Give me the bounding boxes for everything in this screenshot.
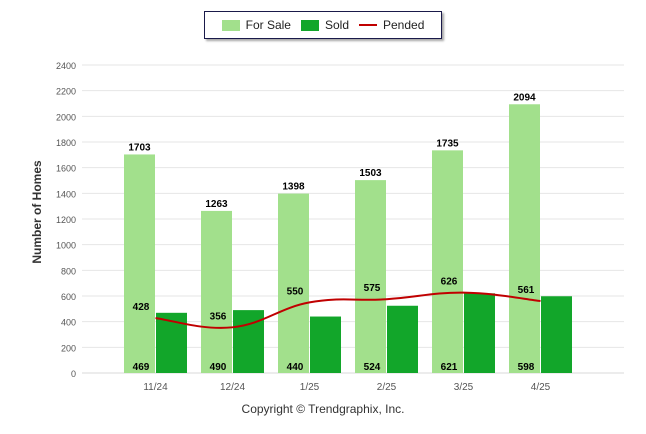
y-tick-label: 200 [61, 343, 76, 353]
y-tick-label: 1800 [56, 138, 76, 148]
legend-label-sold: Sold [324, 18, 349, 32]
x-tick-label: 12/24 [220, 382, 245, 393]
y-tick-label: 400 [61, 318, 76, 328]
label-for-sale: 1263 [205, 199, 228, 210]
label-for-sale: 1735 [436, 138, 459, 149]
copyright-text: Copyright © Trendgraphix, Inc. [241, 402, 405, 416]
bar-sold [387, 305, 418, 373]
x-tick-label: 3/25 [454, 382, 474, 393]
label-sold: 469 [133, 362, 150, 373]
legend-label-for-sale: For Sale [245, 18, 291, 32]
label-pended: 550 [287, 286, 304, 297]
label-pended: 626 [441, 277, 458, 288]
x-tick-label: 4/25 [531, 382, 551, 393]
bar-for-sale [432, 150, 463, 373]
for-sale-swatch [221, 19, 240, 31]
y-tick-label: 800 [61, 266, 76, 276]
bar-sold [233, 310, 264, 373]
y-tick-label: 600 [61, 292, 76, 302]
legend: For Sale Sold Pended [204, 11, 442, 39]
bar-for-sale [201, 210, 232, 373]
x-tick-label: 2/25 [377, 382, 397, 393]
bar-sold [541, 296, 572, 373]
pended-swatch [359, 24, 377, 26]
label-pended: 575 [364, 283, 381, 294]
x-tick-label: 1/25 [300, 382, 320, 393]
bar-for-sale [509, 104, 540, 374]
label-sold: 490 [210, 362, 227, 373]
y-axis-title: Number of Homes [30, 160, 44, 264]
y-tick-label: 1000 [56, 241, 76, 251]
label-sold: 598 [518, 362, 535, 373]
label-for-sale: 1703 [128, 142, 151, 153]
y-tick-label: 0 [71, 369, 76, 379]
bar-sold [310, 316, 341, 373]
pended-line-group [155, 291, 541, 329]
bar-sold [464, 293, 495, 373]
legend-label-pended: Pended [383, 18, 425, 32]
label-pended: 561 [518, 285, 535, 296]
bars [124, 104, 572, 374]
bar-for-sale [124, 154, 155, 373]
label-for-sale: 1398 [282, 182, 305, 193]
y-tick-label: 1400 [56, 189, 76, 199]
label-pended: 428 [133, 302, 150, 313]
pended-line [155, 291, 541, 329]
label-for-sale: 1503 [359, 168, 382, 179]
x-axis-ticks: 11/24 12/24 1/25 2/25 3/25 4/25 [143, 382, 550, 393]
data-labels: 1703 469 428 1263 490 356 1398 440 550 1503 524 575… [128, 92, 536, 373]
x-tick-label: 11/24 [143, 382, 168, 393]
legend-item-for-sale[interactable]: For Sale [221, 18, 291, 32]
y-tick-label: 1200 [56, 215, 76, 225]
label-for-sale: 2094 [513, 92, 536, 103]
label-pended: 356 [210, 311, 227, 322]
legend-item-pended[interactable]: Pended [359, 18, 424, 32]
label-sold: 524 [364, 362, 381, 373]
bar-for-sale [278, 193, 309, 373]
label-sold: 621 [441, 362, 458, 373]
label-sold: 440 [287, 362, 304, 373]
bar-for-sale [355, 180, 386, 373]
y-tick-label: 1600 [56, 164, 76, 174]
legend-item-sold[interactable]: Sold [300, 18, 349, 32]
y-axis-ticks: 0 200 400 600 800 1000 1200 1400 1600 1800 2000 220… [56, 61, 76, 379]
y-tick-label: 2000 [56, 112, 76, 122]
y-tick-label: 2200 [56, 87, 76, 97]
sold-swatch [300, 19, 319, 31]
y-tick-label: 2400 [56, 61, 76, 71]
